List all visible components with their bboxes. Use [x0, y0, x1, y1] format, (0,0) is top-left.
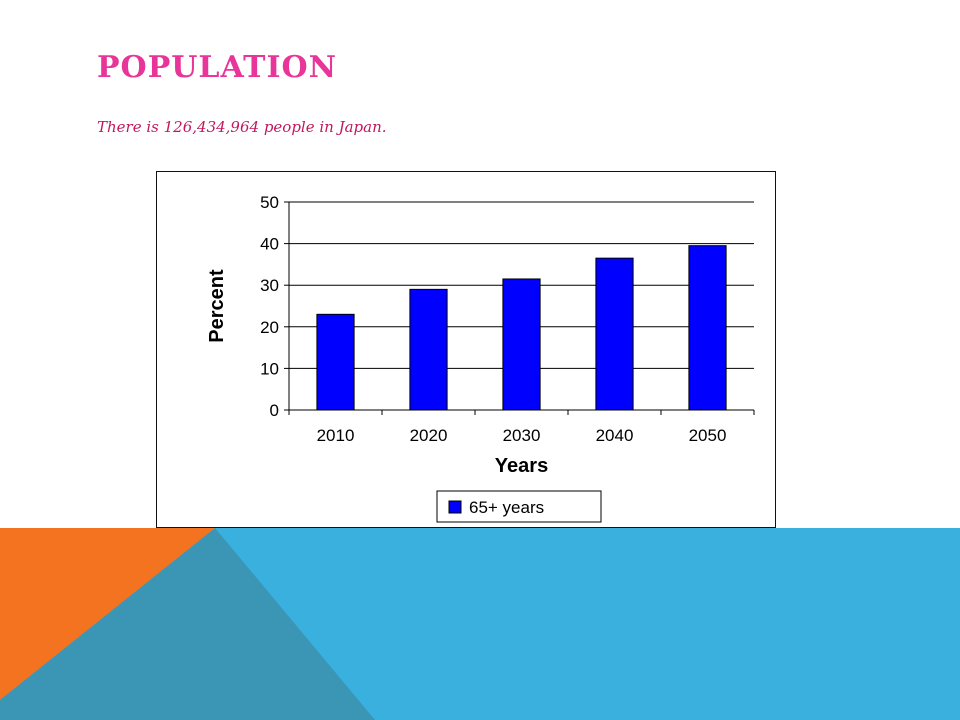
legend-swatch — [448, 500, 462, 514]
y-tick-label: 50 — [260, 193, 279, 212]
y-tick-label: 10 — [260, 359, 279, 378]
x-axis-label: Years — [495, 455, 548, 477]
y-tick-label: 20 — [260, 318, 279, 337]
x-tick-label: 2050 — [689, 426, 727, 445]
teal-triangle — [0, 528, 375, 720]
bar — [688, 245, 727, 411]
legend-entry: 65+ years — [469, 498, 544, 517]
y-tick-label: 40 — [260, 235, 279, 254]
y-tick-label: 30 — [260, 276, 279, 295]
chart-frame: 0 10 20 30 40 50 2010 2020 2030 2040 2050 Years Perc… — [156, 171, 776, 528]
slide-title: Population — [97, 50, 338, 85]
slide-subtitle: There is 126,434,964 people in Japan. — [97, 118, 387, 136]
x-tick-label: 2010 — [317, 426, 355, 445]
legend-box — [436, 490, 602, 523]
bar — [595, 257, 634, 411]
x-tick-label: 2040 — [596, 426, 634, 445]
x-tick-label: 2020 — [410, 426, 448, 445]
bar — [409, 288, 448, 411]
bar — [316, 313, 355, 411]
x-tick-label: 2030 — [503, 426, 541, 445]
bar — [502, 278, 541, 411]
y-axis-label: Percent — [206, 269, 228, 343]
y-tick-label: 0 — [270, 401, 279, 420]
